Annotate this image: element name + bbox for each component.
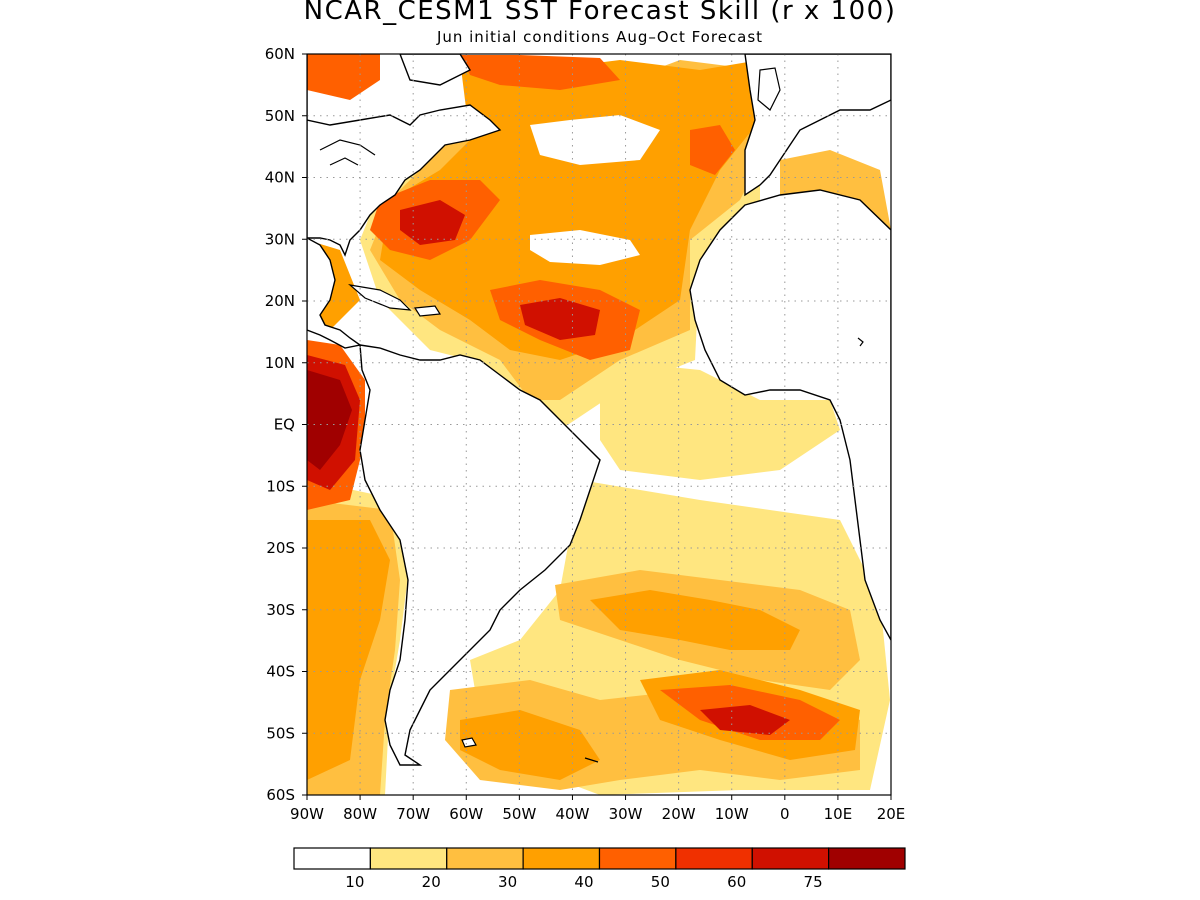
lon-axis: 90W 80W 70W 60W 50W 40W 30W 20W 10W 0 10E 20E (290, 795, 905, 823)
land-uk (757, 67, 781, 111)
grid (307, 54, 891, 795)
skill-region (307, 370, 352, 470)
colorbar-label: 40 (574, 873, 593, 891)
lon-tick-label: 70W (396, 805, 430, 823)
lat-tick-label: 30S (266, 601, 295, 619)
skill-region (460, 55, 620, 90)
lat-tick-label: 20N (265, 292, 295, 310)
lon-tick-label: 10E (824, 805, 853, 823)
skill-region (690, 125, 735, 175)
land-central-america (307, 237, 362, 349)
lat-tick-label: 40S (266, 663, 295, 681)
lon-tick-label: 0 (780, 805, 790, 823)
lon-tick-label: 30W (609, 805, 643, 823)
colorbar-label: 60 (727, 873, 746, 891)
lon-tick-label: 90W (290, 805, 324, 823)
colorbar-label: 30 (498, 873, 517, 891)
colorbar-swatch (828, 847, 906, 870)
land-south-america (359, 344, 601, 766)
skill-region (700, 705, 790, 735)
colorbar-swatch (369, 847, 448, 870)
land-island (857, 337, 864, 347)
lat-tick-label: 20S (266, 539, 295, 557)
colorbar-swatch (522, 847, 601, 870)
lat-tick-label: 10S (266, 477, 295, 495)
skill-field (307, 54, 891, 795)
colorbar-label: 50 (651, 873, 670, 891)
land-cuba (347, 284, 412, 311)
land-falklands (461, 737, 477, 748)
lon-tick-label: 60W (449, 805, 483, 823)
skill-region (400, 200, 465, 245)
lon-tick-label: 50W (502, 805, 536, 823)
skill-region (307, 54, 380, 100)
lon-tick-label: 20W (662, 805, 696, 823)
colorbar-label: 20 (422, 873, 441, 891)
skill-region (600, 360, 840, 480)
colorbar (293, 847, 906, 870)
colorbar-swatch (598, 847, 677, 870)
lat-tick-label: 40N (265, 169, 295, 187)
lon-tick-label: 80W (343, 805, 377, 823)
land-south-georgia (584, 757, 599, 763)
lat-tick-label: 10N (265, 354, 295, 372)
colorbar-labels: 10 20 30 40 50 60 75 (345, 873, 822, 891)
land-hispaniola (413, 305, 442, 317)
chart-title: NCAR_CESM1 SST Forecast Skill (r x 100) (303, 0, 897, 26)
lat-tick-label: EQ (274, 416, 295, 434)
lat-tick-label: 60N (265, 45, 295, 63)
lat-axis: 60N 50N 40N 30N 20N 10N EQ 10S 20S 30S 40S 50S 60S (265, 45, 307, 804)
lat-tick-label: 30N (265, 230, 295, 248)
land-greenland (399, 54, 472, 86)
colorbar-swatch (751, 847, 830, 870)
lon-tick-label: 10W (715, 805, 749, 823)
colorbar-swatch (446, 847, 524, 870)
colorbar-label: 10 (345, 873, 364, 891)
lat-tick-label: 50N (265, 107, 295, 125)
lon-tick-label: 40W (555, 805, 589, 823)
skill-region (460, 710, 600, 780)
colorbar-swatch (675, 847, 753, 870)
lon-tick-label: 20E (877, 805, 906, 823)
colorbar-label: 75 (804, 873, 823, 891)
lat-tick-label: 60S (266, 786, 295, 804)
chart-subtitle: Jun initial conditions Aug–Oct Forecast (436, 28, 764, 46)
skill-region (590, 590, 800, 650)
skill-region (530, 115, 660, 165)
skill-region (520, 298, 600, 340)
land-africa (689, 189, 891, 641)
lat-tick-label: 50S (266, 724, 295, 742)
colorbar-swatch (293, 847, 371, 870)
land-north-america (307, 54, 502, 257)
land-great-lakes (319, 139, 376, 166)
skill-region (307, 520, 390, 780)
